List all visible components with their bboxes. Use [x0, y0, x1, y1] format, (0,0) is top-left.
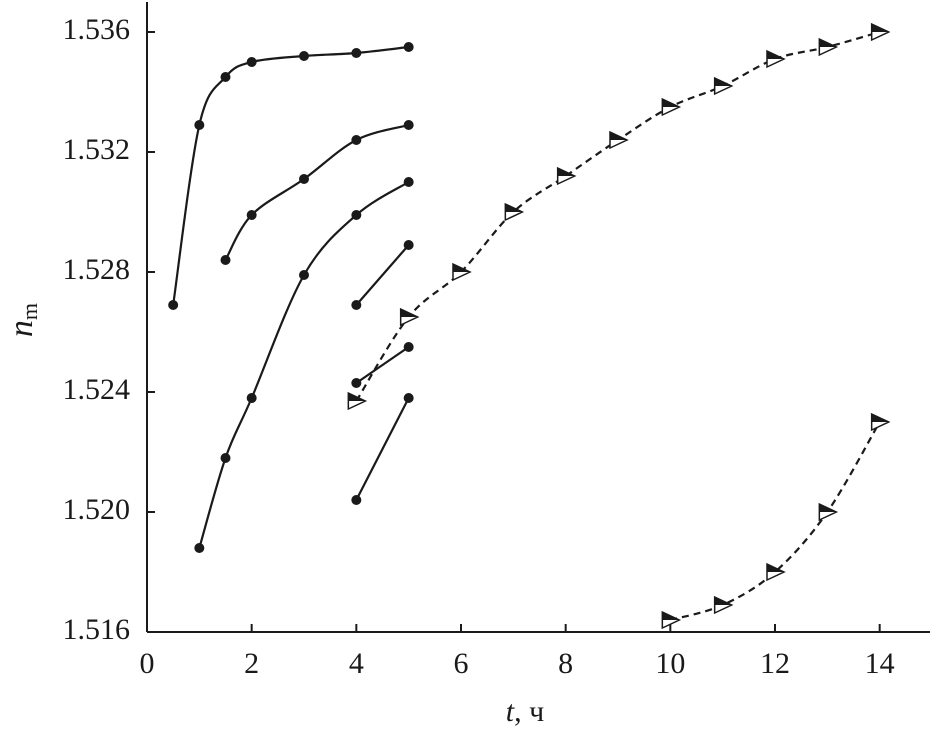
data-point [168, 300, 179, 310]
data-point [766, 49, 786, 69]
data-point [870, 22, 891, 42]
data-point [818, 502, 839, 522]
data-point [556, 166, 577, 186]
data-point [351, 210, 362, 220]
data-point [299, 270, 309, 280]
y-tick-label: 1.524 [63, 373, 131, 406]
series-line [224, 123, 409, 261]
data-point [351, 300, 362, 310]
x-tick-label: 0 [140, 647, 155, 680]
data-point [403, 393, 414, 403]
x-axis-label: t, ч [506, 695, 544, 728]
x-tick-label: 2 [244, 647, 259, 680]
data-point [403, 42, 414, 52]
x-label-unit: , ч [514, 695, 544, 728]
data-point [351, 378, 362, 388]
data-point [299, 51, 309, 61]
series-line [172, 45, 409, 306]
series-line [670, 421, 881, 622]
x-tick-label: 14 [865, 647, 895, 680]
y-axis-label: nm [3, 303, 42, 337]
data-point [609, 130, 629, 150]
series-line [355, 244, 410, 306]
y-label-var: n [3, 320, 40, 337]
data-point [351, 495, 362, 505]
data-point [403, 177, 414, 187]
x-tick-label: 10 [655, 647, 685, 680]
data-point [347, 391, 368, 411]
data-point [818, 37, 839, 57]
x-tick-label: 8 [558, 647, 573, 680]
data-point [452, 262, 472, 282]
y-tick-label: 1.532 [63, 133, 131, 166]
data-point [713, 76, 734, 96]
x-label-var: t [506, 695, 515, 728]
x-tick-label: 12 [760, 647, 790, 680]
data-point [403, 342, 414, 352]
series-line [355, 397, 410, 501]
y-tick-label: 1.516 [63, 613, 131, 646]
data-point [766, 562, 786, 582]
data-point [246, 393, 257, 403]
data-point [403, 240, 414, 250]
series-line [355, 346, 410, 384]
y-tick-label: 1.520 [63, 493, 131, 526]
y-tick-label: 1.528 [63, 253, 131, 286]
data-point [661, 97, 682, 117]
x-tick-label: 4 [349, 647, 364, 680]
data-point [220, 453, 231, 463]
y-tick-label: 1.536 [63, 13, 131, 46]
data-point [220, 72, 231, 82]
data-point [399, 307, 420, 327]
y-label-sub: m [17, 303, 42, 320]
data-point [194, 120, 205, 130]
x-tick-label: 6 [454, 647, 469, 680]
data-point [246, 210, 257, 220]
series-line [355, 30, 880, 402]
data-point [194, 543, 205, 553]
data-point [870, 412, 891, 432]
data-point [351, 48, 362, 58]
data-point [246, 57, 257, 67]
data-point [713, 595, 734, 615]
data-point [351, 135, 362, 145]
data-point [220, 255, 231, 265]
data-point [299, 174, 309, 184]
data-point [661, 610, 682, 630]
data-point [403, 120, 414, 130]
data-point [504, 202, 525, 222]
